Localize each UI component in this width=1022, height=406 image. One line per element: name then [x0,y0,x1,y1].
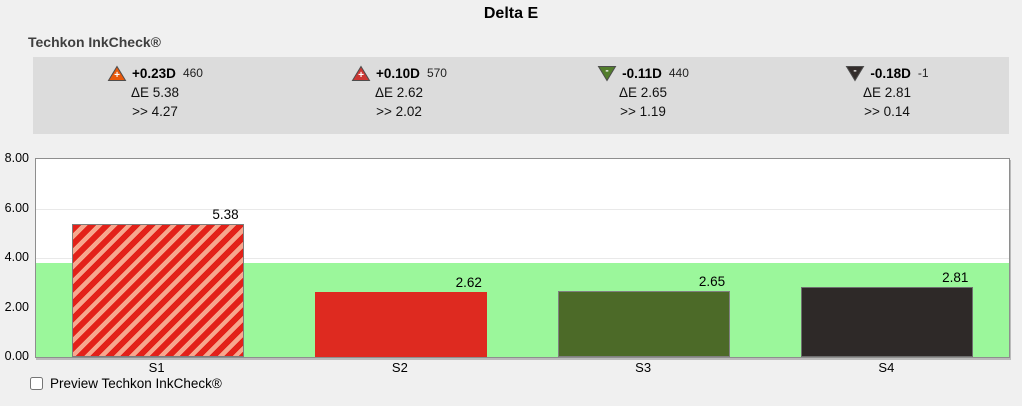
y-axis-tick-label: 8.00 [4,151,29,165]
deviation-value: >> 4.27 [132,104,178,119]
preview-checkbox[interactable] [30,377,43,390]
app-name-header: Techkon InkCheck® [28,34,161,50]
bar-chart-plot-area: 5.38 2.62 2.65 2.81 [35,158,1010,358]
delta-e-value: ΔE 5.38 [130,85,180,100]
bar-s4 [801,287,974,357]
preview-checkbox-label: Preview Techkon InkCheck® [50,376,222,391]
y-axis-tick-label: 0.00 [4,349,29,363]
svg-text:+: + [358,70,364,81]
y-axis: 8.00 6.00 4.00 2.00 0.00 [0,151,31,363]
patch-number: 440 [668,66,689,80]
x-axis-tick-label: S4 [878,360,895,375]
bar-value-label: 2.81 [942,270,969,286]
x-axis-tick-label: S1 [148,360,165,375]
svg-text:+: + [114,70,120,81]
patch-number: -1 [917,66,929,80]
deviation-value: >> 1.19 [620,104,666,119]
density-up-triangle-icon: + [351,65,371,81]
y-axis-tick-label: 6.00 [4,200,29,215]
gridline [36,208,1009,210]
delta-e-value: ΔE 2.65 [618,85,668,100]
x-axis-tick-label: S2 [391,360,408,375]
bar-value-label: 2.65 [698,274,726,290]
measurement-stats-panel: + +0.23D 460 ΔE 5.38 >> 4.27 + +0.10D 57… [33,57,1009,134]
bar-value-label: 2.62 [455,275,482,291]
density-down-triangle-icon: - [846,66,865,82]
bar-value-label: 5.38 [212,206,239,222]
deviation-value: >> 2.02 [376,104,422,119]
preview-toggle-row: Preview Techkon InkCheck® [30,376,222,391]
bar-s1 [71,223,244,357]
stat-item-s2: + +0.10D 570 ΔE 2.62 >> 2.02 [277,57,521,134]
bar-s2 [314,292,487,357]
bar-s3 [558,291,731,357]
x-axis-tick-label: S3 [635,360,652,375]
y-axis-tick-label: 4.00 [4,250,29,264]
density-deviation-value: +0.23D [132,66,176,81]
svg-text:-: - [854,66,857,77]
density-up-triangle-icon: + [107,65,127,81]
patch-number: 570 [426,66,447,80]
page-title: Delta E [483,5,539,22]
density-deviation-value: -0.18D [870,66,911,81]
x-axis-labels: S1 S2 S3 S4 [35,360,1010,376]
density-deviation-value: +0.10D [376,66,420,81]
delta-e-value: ΔE 2.81 [862,85,912,100]
deviation-value: >> 0.14 [864,104,910,119]
stat-item-s1: + +0.23D 460 ΔE 5.38 >> 4.27 [33,57,277,134]
density-down-triangle-icon: - [597,66,617,82]
svg-text:-: - [605,66,608,77]
y-axis-tick-label: 2.00 [4,299,29,314]
density-deviation-value: -0.11D [622,66,662,81]
delta-e-value: ΔE 2.62 [374,85,424,100]
stat-item-s4: - -0.18D -1 ΔE 2.81 >> 0.14 [765,57,1009,134]
gridline [36,258,1009,259]
stat-item-s3: - -0.11D 440 ΔE 2.65 >> 1.19 [521,57,765,134]
patch-number: 460 [182,66,203,80]
